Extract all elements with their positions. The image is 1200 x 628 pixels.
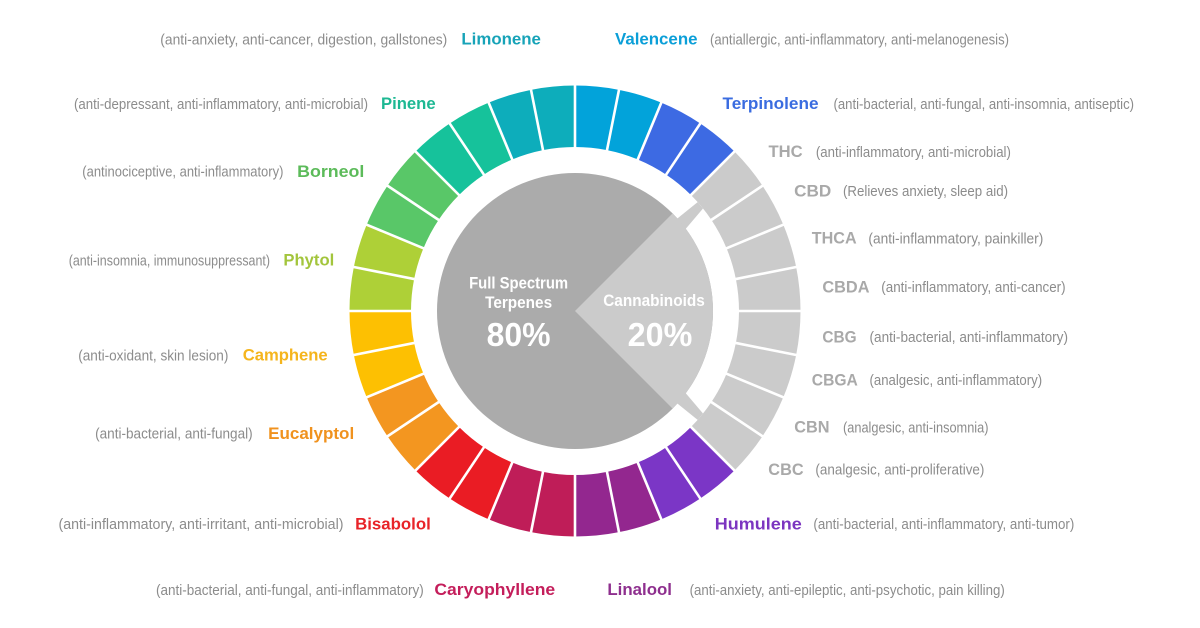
svg-text:(anti-bacterial, anti-fungal): (anti-bacterial, anti-fungal) [95,426,253,443]
svg-text:Humulene: Humulene [715,514,802,533]
svg-text:(anti-inflammatory, anti-cance: (anti-inflammatory, anti-cancer) [881,279,1065,296]
svg-text:Eucalyptol: Eucalyptol [268,424,354,443]
svg-text:(anti-oxidant, skin lesion): (anti-oxidant, skin lesion) [78,347,228,364]
svg-text:(antiallergic, anti-inflammato: (antiallergic, anti-inflammatory, anti-m… [710,31,1009,48]
svg-text:Limonene: Limonene [461,30,541,49]
svg-text:Caryophyllene: Caryophyllene [434,580,555,599]
svg-text:20%: 20% [628,316,693,353]
svg-text:(anti-inflammatory, painkiller: (anti-inflammatory, painkiller) [868,230,1043,247]
svg-text:80%: 80% [487,316,551,353]
svg-text:(Relieves anxiety, sleep aid): (Relieves anxiety, sleep aid) [843,183,1008,200]
svg-text:Valencene: Valencene [615,30,698,49]
svg-text:(anti-bacterial, anti-inflamma: (anti-bacterial, anti-inflammatory) [870,329,1069,346]
svg-text:Terpenes: Terpenes [485,294,552,312]
svg-text:(anti-bacterial, anti-fungal,: (anti-bacterial, anti-fungal, anti-infla… [156,582,424,599]
svg-text:(anti-insomnia, immunosuppress: (anti-insomnia, immunosuppressant) [69,252,270,269]
svg-text:Borneol: Borneol [297,162,364,181]
svg-text:CBD: CBD [794,182,831,200]
svg-text:(anti-inflammatory, anti-irrit: (anti-inflammatory, anti-irritant, anti-… [59,516,344,533]
svg-text:CBC: CBC [768,461,803,479]
svg-text:Cannabinoids: Cannabinoids [603,292,705,310]
svg-text:(anti-bacterial, anti-inflamma: (anti-bacterial, anti-inflammatory, anti… [813,516,1074,533]
svg-text:(anti-inflammatory, anti-micro: (anti-inflammatory, anti-microbial) [816,144,1011,161]
svg-text:Full Spectrum: Full Spectrum [469,275,568,293]
svg-text:(antinociceptive, anti-inflamm: (antinociceptive, anti-inflammatory) [82,164,283,181]
svg-text:(analgesic, anti-proliferative: (analgesic, anti-proliferative) [815,462,984,479]
svg-text:(analgesic, anti-insomnia): (analgesic, anti-insomnia) [843,419,989,436]
svg-text:CBDA: CBDA [822,278,869,296]
svg-text:Pinene: Pinene [381,94,436,113]
svg-text:Bisabolol: Bisabolol [355,514,431,533]
svg-text:Terpinolene: Terpinolene [723,94,819,113]
svg-text:Linalool: Linalool [607,580,672,599]
svg-text:(anti-depressant, anti-inflamm: (anti-depressant, anti-inflammatory, ant… [74,96,368,113]
svg-text:CBN: CBN [794,419,829,437]
svg-text:THCA: THCA [812,230,857,248]
svg-text:Phytol: Phytol [283,251,334,270]
svg-text:CBG: CBG [822,328,856,346]
svg-text:Camphene: Camphene [243,346,328,365]
svg-text:(anti-anxiety, anti-cancer, di: (anti-anxiety, anti-cancer, digestion, g… [160,31,447,48]
svg-text:(anti-bacterial, anti-fungal,: (anti-bacterial, anti-fungal, anti-insom… [834,96,1135,113]
svg-text:(anti-anxiety, anti-epileptic,: (anti-anxiety, anti-epileptic, anti-psyc… [690,582,1005,599]
svg-text:THC: THC [769,143,803,161]
svg-text:CBGA: CBGA [812,371,858,389]
svg-text:(analgesic, anti-inflammatory): (analgesic, anti-inflammatory) [870,372,1043,389]
